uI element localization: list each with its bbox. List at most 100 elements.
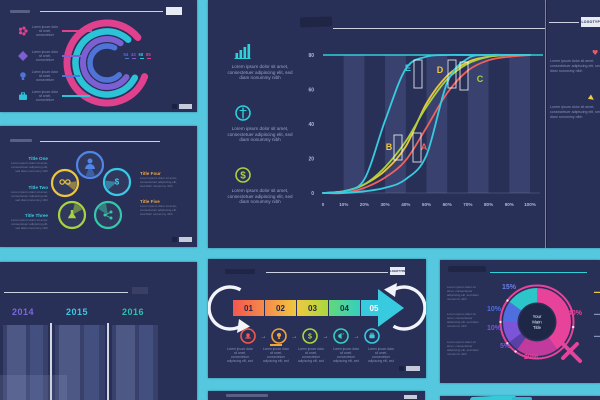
step-caption: Lorem ipsum dolor sit amet, consectetuer…: [226, 347, 254, 364]
page-footer-box: [179, 237, 192, 242]
x-tick-label: 10%: [339, 202, 348, 207]
year-label: 2015: [66, 307, 89, 317]
donut-segment-5%: [509, 333, 526, 350]
cursor-icon: ▶: [587, 93, 597, 103]
column-bar: [29, 325, 44, 400]
slide-donut-thumbnail[interactable]: Lorem ipsum dolor sit amet, consectetuer…: [440, 260, 600, 383]
logo-placeholder: [404, 395, 417, 399]
logo-box: LOGOTYPE: [390, 267, 405, 275]
flow-arrow-icon: →: [261, 334, 267, 340]
page-footer-box: [179, 104, 192, 109]
grid-band: [467, 55, 489, 193]
coin-icon: [235, 105, 251, 121]
dollar-icon: $: [308, 334, 312, 341]
year-label: 2014: [12, 307, 35, 317]
x-tick-label: 20%: [360, 202, 369, 207]
loop-arrow-left-head: [237, 319, 250, 333]
legend-connector-line: [62, 75, 80, 77]
column-divider: [50, 323, 52, 400]
arrow-head: [378, 289, 404, 327]
arrow-segment-04: [329, 300, 360, 316]
female-symbol-crossbar: [561, 342, 579, 360]
svg-text:$: $: [240, 170, 246, 181]
donut-segment-10%: [503, 322, 522, 342]
title-divider: [549, 22, 579, 24]
section-title: Title Five: [140, 199, 160, 204]
curve-label-C: C: [477, 74, 484, 84]
segment-tick: [571, 325, 575, 329]
step-number: 01: [244, 304, 253, 313]
step-circle: $: [302, 328, 318, 344]
title-divider: [333, 28, 545, 30]
body-text: Lorem ipsum dolor sit amet, consectetuer…: [550, 59, 600, 73]
slide-partial-thumbnail[interactable]: [208, 391, 425, 400]
ring-arc: [87, 43, 127, 83]
slide-rings-thumbnail[interactable]: Lorem ipsum dolor sit amet, consectetuer…: [0, 0, 197, 112]
year-label: 2016: [122, 307, 145, 317]
arrow-segment-05: [361, 300, 378, 316]
donut-percent-label: 10%: [487, 325, 502, 332]
ring-value-label: 43: [131, 52, 136, 57]
slide-partial-thumbnail[interactable]: [440, 396, 600, 400]
x-tick-label: 100%: [524, 202, 536, 207]
ring-value-tick: [147, 58, 151, 60]
chart-description-text: Lorem ipsum dolor sit amet, consectetuer…: [227, 64, 293, 81]
donut-segment-40%: [537, 288, 571, 350]
slide-title-placeholder: [225, 269, 255, 274]
title-divider: [40, 11, 163, 13]
donut-percent-label: 10%: [487, 306, 502, 313]
bar-chart-icon: [234, 44, 251, 59]
flow-arrow-icon: →: [354, 334, 360, 340]
concentric-rings-chart: [63, 19, 151, 107]
process-circle: [57, 200, 87, 230]
donut-percent-label: 15%: [502, 284, 517, 291]
annotation-bracket: [413, 59, 423, 89]
loop-arrow-right: [392, 285, 426, 331]
column-bar: [84, 325, 99, 400]
step-number: 04: [340, 304, 349, 313]
section-title: Title Three: [24, 213, 48, 218]
flower-icon: [18, 26, 28, 36]
y-tick-label: 40: [308, 122, 314, 128]
annotation-bracket: [393, 134, 403, 161]
section-body: Lorem ipsum dolor sit amet, consectetuer…: [140, 177, 178, 188]
process-circle: [50, 168, 80, 198]
section-body: Lorem ipsum dolor sit amet, consectetuer…: [140, 205, 178, 216]
section-title: Title One: [28, 156, 48, 161]
title-divider: [266, 272, 388, 273]
y-tick-label: 20: [308, 156, 314, 162]
hand-icon: [245, 333, 251, 339]
column-bar: [7, 325, 26, 400]
x-tick-label: 80%: [484, 202, 493, 207]
donut-center: [519, 304, 555, 340]
slide-logotype-thumbnail[interactable]: LOGOTYPE ♥ Lorem ipsum dolor sit amet, c…: [546, 0, 600, 248]
donut-segment-10%: [503, 302, 522, 322]
curve-label-A: A: [421, 142, 428, 152]
ring-arc: [72, 28, 142, 98]
s-curves-chart: 0 20 40 60 80 0 10% 20% 30% 40% 50% 60% 70% 80% 90% 100…: [308, 53, 543, 207]
curve-label-D: D: [437, 65, 444, 75]
grid-band: [385, 55, 406, 193]
slide-pentagon-thumbnail[interactable]: $ Title One Lorem ipsum dolor sit amet, c…: [0, 126, 197, 247]
donut-center-label: Title: [533, 325, 542, 330]
slide-years-thumbnail[interactable]: 2014 2015 2016: [0, 262, 197, 400]
ring-value-label: 54: [123, 52, 129, 57]
curve-label-E: E: [405, 63, 411, 73]
slide-title-placeholder: [448, 266, 486, 272]
overlay-panel: [0, 375, 67, 400]
step-caption: Lorem ipsum dolor sit amet, consectetuer…: [262, 347, 290, 364]
x-tick-label: 90%: [505, 202, 514, 207]
title-divider: [490, 272, 587, 273]
slide-title-placeholder: [226, 394, 268, 397]
column-group: [3, 325, 48, 400]
step-number: 02: [276, 304, 285, 313]
flow-arrow-icon: →: [323, 334, 329, 340]
cut-text-fragment: ▬▬: [594, 311, 600, 316]
caption-mini-title: [270, 344, 282, 346]
slide-process-thumbnail[interactable]: LOGOTYPE 01 02 03 04 05 → → $ → → Lorem ipsum dol…: [208, 259, 426, 378]
pentagon-circles-diagram: $: [50, 150, 132, 230]
annotation-bracket: [459, 61, 469, 91]
slide-scurves-thumbnail[interactable]: Lorem ipsum dolor sit amet, consectetuer…: [208, 0, 545, 248]
arrow-segment-03: [297, 300, 328, 316]
